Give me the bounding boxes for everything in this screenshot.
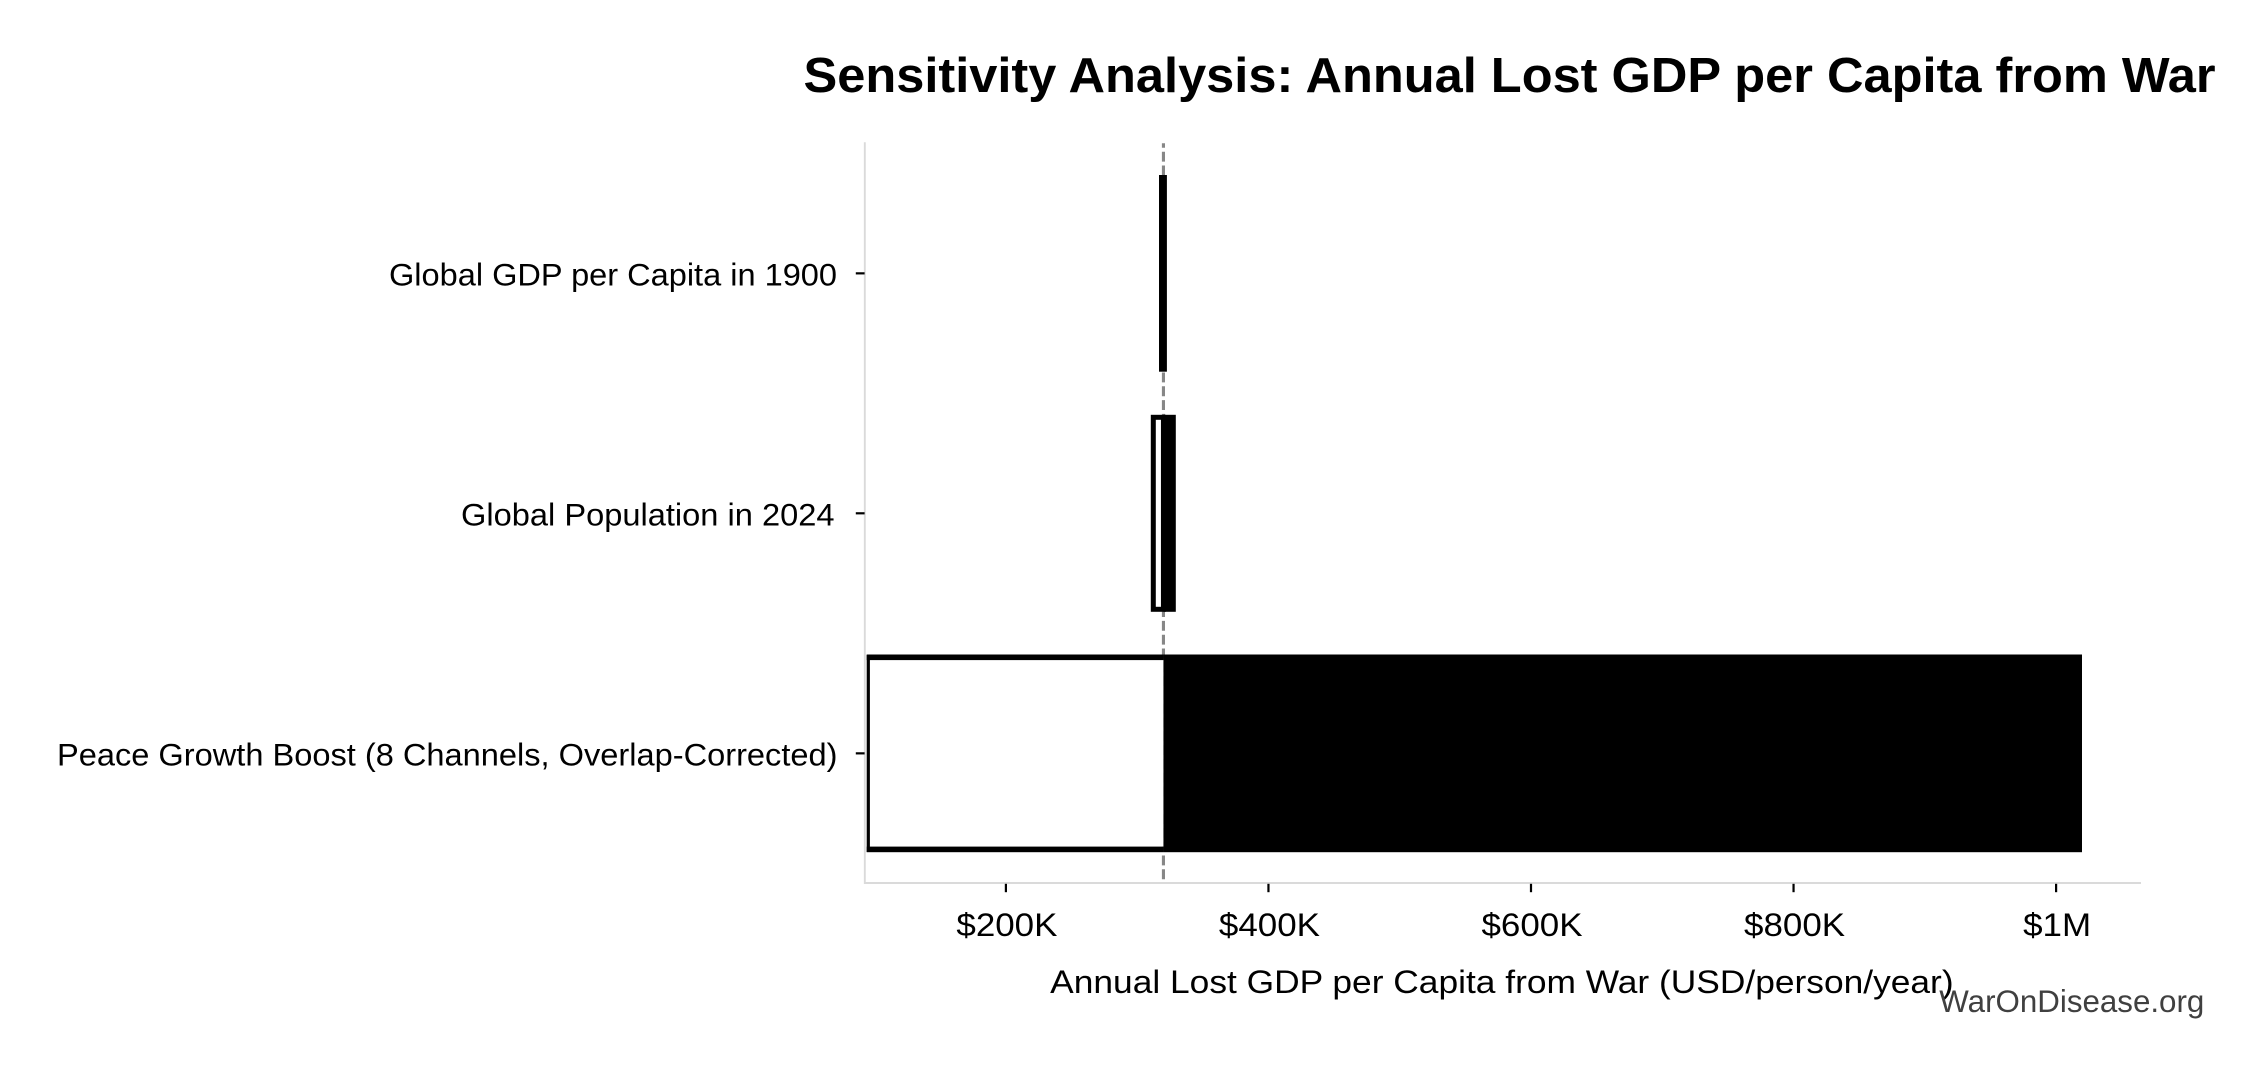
svg-text:WarOnDisease.org: WarOnDisease.org [1939,983,2204,1019]
svg-text:$400K: $400K [1219,907,1320,943]
svg-text:$200K: $200K [956,907,1057,943]
svg-text:$800K: $800K [1744,907,1845,943]
svg-text:$600K: $600K [1482,907,1583,943]
svg-text:Global Population in 2024: Global Population in 2024 [461,496,835,532]
svg-text:$1M: $1M [2023,907,2091,943]
svg-text:Annual Lost GDP per Capita fro: Annual Lost GDP per Capita from War (USD… [1050,964,1953,1000]
svg-text:Sensitivity Analysis: Annual L: Sensitivity Analysis: Annual Lost GDP pe… [804,49,2216,103]
svg-text:Peace Growth Boost (8 Channels: Peace Growth Boost (8 Channels, Overlap-… [57,736,838,772]
svg-text:Global GDP per Capita in 1900: Global GDP per Capita in 1900 [389,256,837,292]
